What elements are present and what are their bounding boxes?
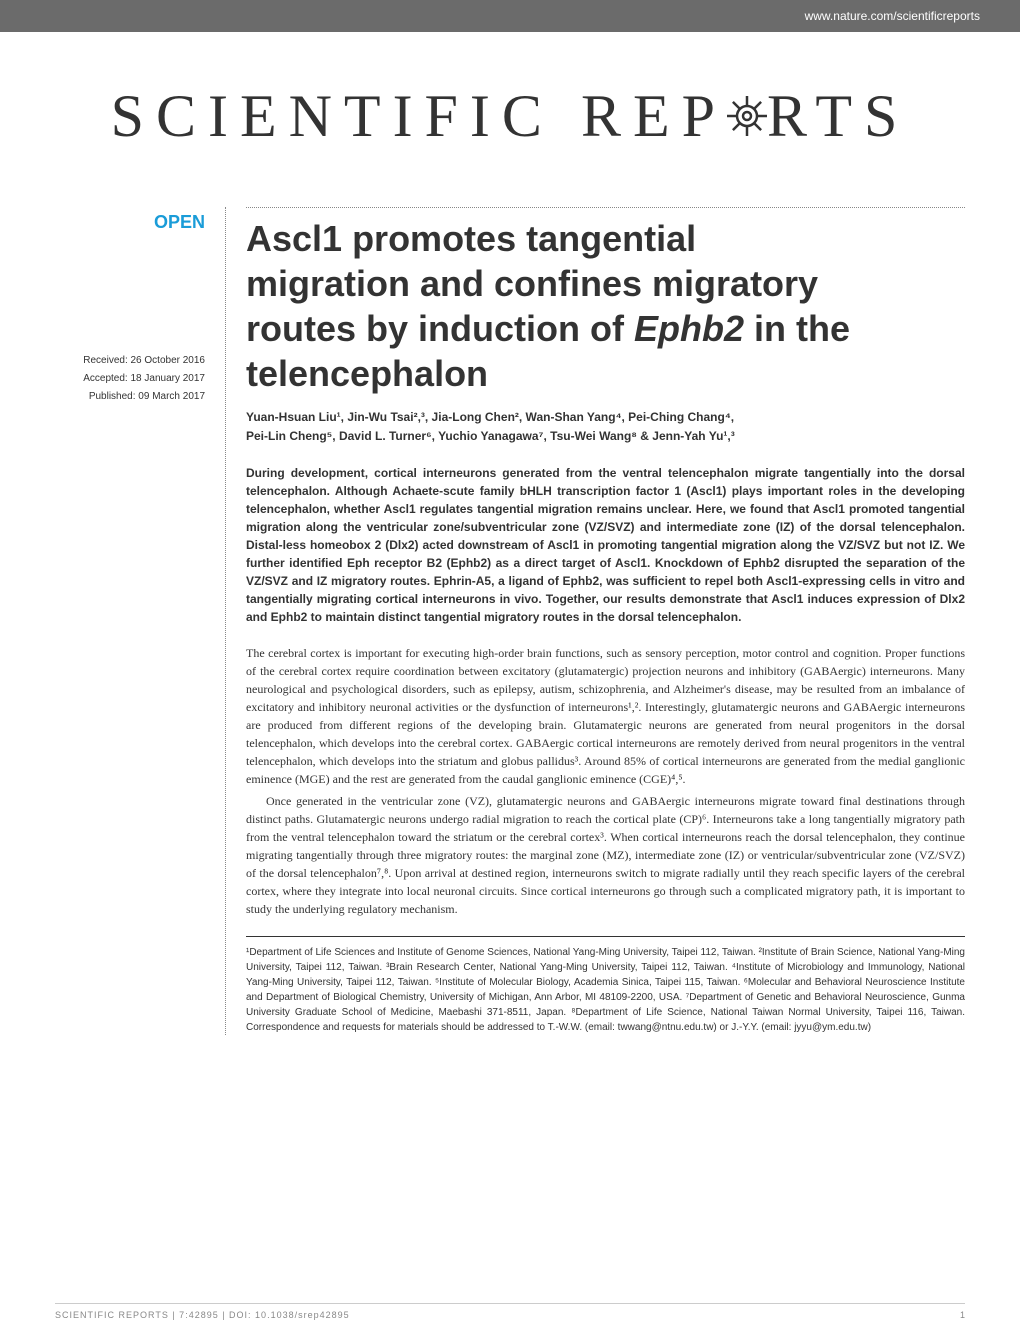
- title-line-1: Ascl1 promotes tangential: [246, 218, 696, 259]
- affiliations: ¹Department of Life Sciences and Institu…: [246, 936, 965, 1035]
- article-dates: Received: 26 October 2016 Accepted: 18 J…: [55, 353, 205, 405]
- title-line-3-pre: routes by induction of: [246, 308, 634, 349]
- left-column: OPEN Received: 26 October 2016 Accepted:…: [55, 207, 225, 1035]
- gear-icon: [721, 88, 773, 157]
- dotted-separator: [246, 207, 965, 208]
- body-paragraph-1: The cerebral cortex is important for exe…: [246, 644, 965, 788]
- authors-line-1: Yuan-Hsuan Liu¹, Jin-Wu Tsai²,³, Jia-Lon…: [246, 410, 734, 424]
- title-line-4: telencephalon: [246, 353, 488, 394]
- body-paragraph-2: Once generated in the ventricular zone (…: [246, 792, 965, 918]
- authors-line-2: Pei-Lin Cheng⁵, David L. Turner⁶, Yuchio…: [246, 429, 735, 443]
- header-url[interactable]: www.nature.com/scientificreports: [805, 9, 980, 23]
- journal-title-part3: RTS: [767, 83, 909, 149]
- accepted-date: Accepted: 18 January 2017: [55, 371, 205, 387]
- page-footer: SCIENTIFIC REPORTS | 7:42895 | DOI: 10.1…: [55, 1303, 965, 1320]
- title-line-3-post: in the: [744, 308, 850, 349]
- abstract: During development, cortical interneuron…: [246, 464, 965, 626]
- footer-page-number: 1: [960, 1310, 965, 1320]
- header-bar: www.nature.com/scientificreports: [0, 0, 1020, 32]
- footer-citation: SCIENTIFIC REPORTS | 7:42895 | DOI: 10.1…: [55, 1310, 350, 1320]
- received-date: Received: 26 October 2016: [55, 353, 205, 369]
- journal-title-part2: REP: [581, 83, 727, 149]
- title-line-2: migration and confines migratory: [246, 263, 818, 304]
- content-wrapper: OPEN Received: 26 October 2016 Accepted:…: [0, 207, 1020, 1035]
- article-title: Ascl1 promotes tangential migration and …: [246, 216, 965, 396]
- open-badge: OPEN: [55, 212, 205, 233]
- journal-title-part1: SCIENTIFIC: [111, 83, 554, 149]
- journal-title: SCIENTIFIC REP RTS: [0, 82, 1020, 157]
- title-line-3-italic: Ephb2: [634, 308, 744, 349]
- published-date: Published: 09 March 2017: [55, 389, 205, 405]
- right-column: Ascl1 promotes tangential migration and …: [225, 207, 965, 1035]
- authors-list: Yuan-Hsuan Liu¹, Jin-Wu Tsai²,³, Jia-Lon…: [246, 408, 965, 446]
